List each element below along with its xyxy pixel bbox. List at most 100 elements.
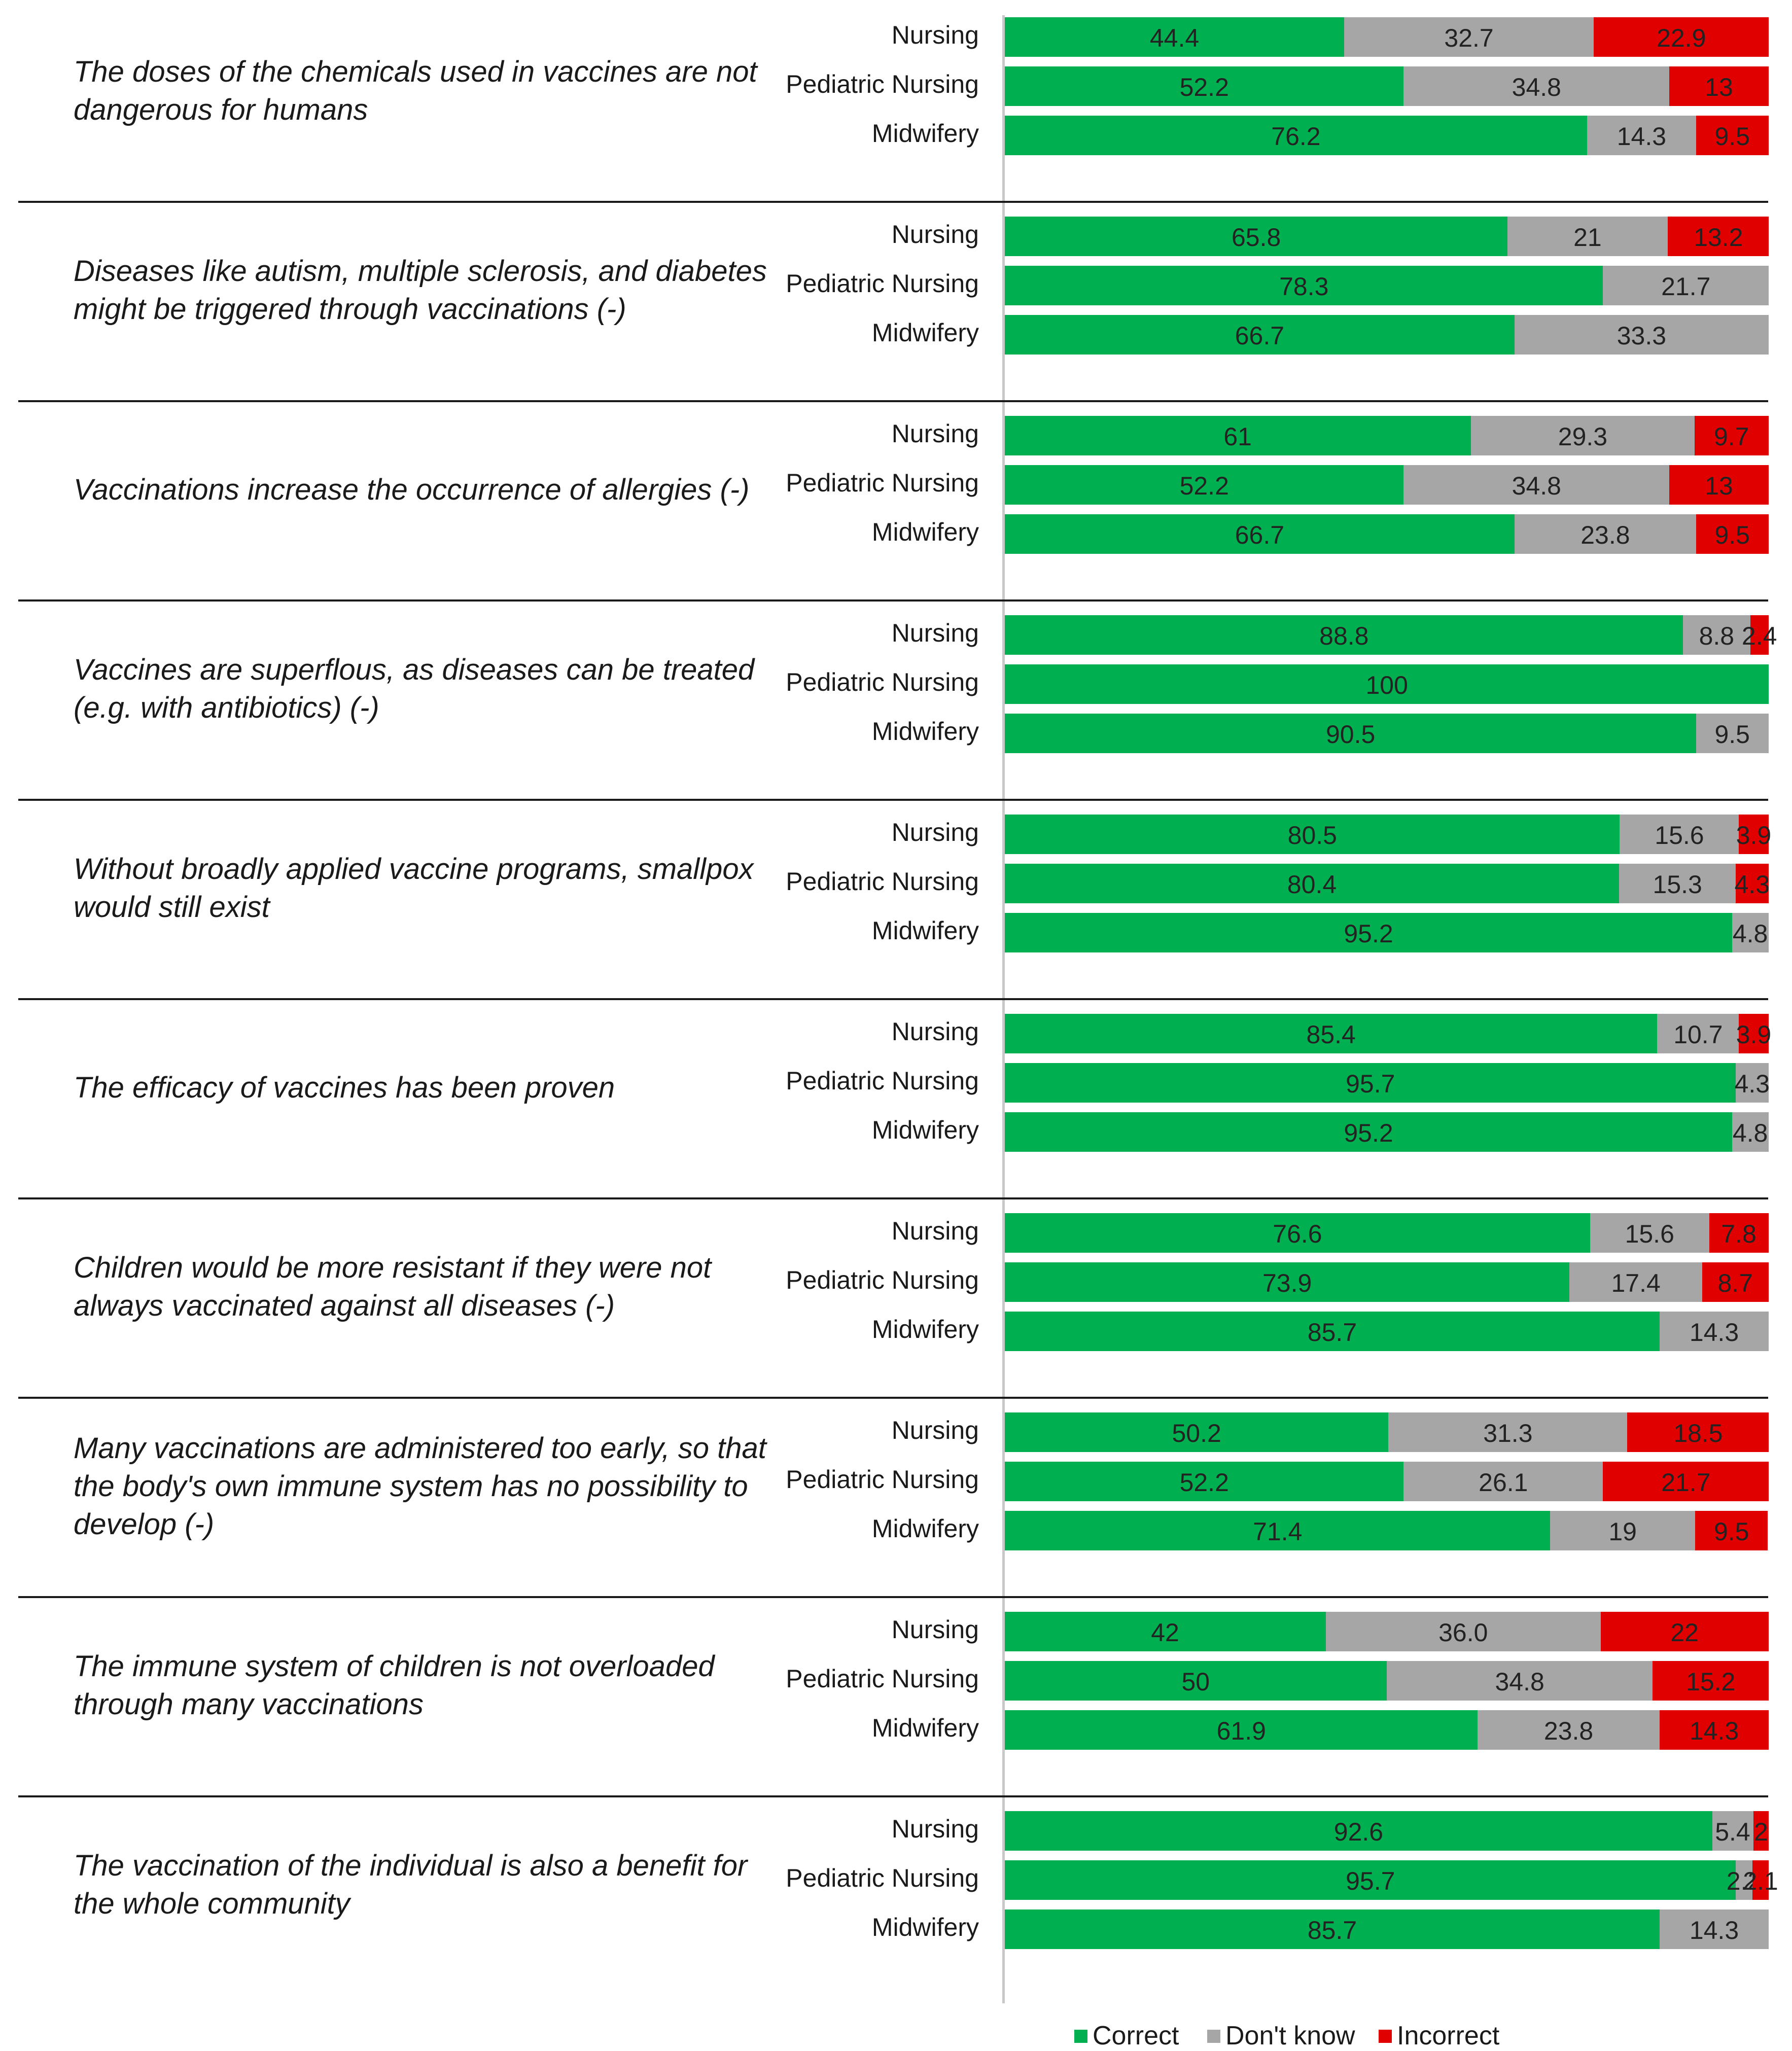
bar-segment-correct xyxy=(1005,514,1515,554)
legend-label: Don't know xyxy=(1225,2021,1355,2050)
bar-segment-correct xyxy=(1005,815,1620,854)
group-label: Nursing xyxy=(891,21,979,49)
bar-segment-don-t-know xyxy=(1712,1811,1753,1851)
bar-segment-don-t-know xyxy=(1325,1612,1601,1651)
data-label: 3.9 xyxy=(1736,821,1772,850)
data-label: 4.3 xyxy=(1734,870,1770,899)
bar-segment-incorrect xyxy=(1669,465,1769,505)
statement-text: Children would be more resistant if they… xyxy=(74,1251,712,1322)
bar-segment-correct xyxy=(1005,1860,1736,1900)
bar-segment-incorrect xyxy=(1739,1014,1769,1053)
group-label: Pediatric Nursing xyxy=(786,1067,979,1095)
data-label: 52.2 xyxy=(1179,73,1229,101)
group-label: Midwifery xyxy=(871,518,979,546)
bar-segment-correct xyxy=(1005,1063,1736,1103)
group-label: Nursing xyxy=(891,1217,979,1245)
data-label: 34.8 xyxy=(1512,73,1561,101)
data-label: 78.3 xyxy=(1279,272,1329,301)
group-label: Nursing xyxy=(891,419,979,448)
bar-segment-correct xyxy=(1005,1710,1478,1750)
data-label: 65.8 xyxy=(1231,223,1281,252)
group-label: Midwifery xyxy=(871,1714,979,1742)
data-label: 2.1 xyxy=(1743,1867,1778,1895)
group-label: Midwifery xyxy=(871,1913,979,1941)
bar-segment-don-t-know xyxy=(1736,1860,1753,1900)
group-label: Midwifery xyxy=(871,1514,979,1543)
data-label: 85.7 xyxy=(1307,1916,1357,1944)
data-label: 80.5 xyxy=(1287,821,1337,850)
bar-segment-correct xyxy=(1005,864,1619,903)
bar-segment-don-t-know xyxy=(1403,1462,1603,1501)
data-label: 92.6 xyxy=(1333,1818,1384,1846)
data-label: 22.9 xyxy=(1657,24,1706,52)
bar-segment-don-t-know xyxy=(1507,217,1668,256)
data-label: 15.6 xyxy=(1655,821,1704,850)
data-label: 61 xyxy=(1223,422,1252,451)
data-label: 32.7 xyxy=(1444,24,1494,52)
bar-segment-incorrect xyxy=(1709,1213,1769,1253)
data-label: 13 xyxy=(1705,472,1733,500)
legend-swatch xyxy=(1074,2030,1087,2043)
data-label: 8.7 xyxy=(1717,1269,1753,1297)
group-label: Nursing xyxy=(891,818,979,846)
bar-segment-correct xyxy=(1005,615,1683,655)
data-label: 73.9 xyxy=(1262,1269,1312,1297)
bar-segment-don-t-know xyxy=(1620,815,1739,854)
bar-segment-incorrect xyxy=(1669,66,1769,106)
statement-text: Many vaccinations are administered too e… xyxy=(74,1431,766,1541)
bar-segment-correct xyxy=(1005,1262,1569,1302)
data-label: 17.4 xyxy=(1611,1269,1661,1297)
data-label: 85.7 xyxy=(1307,1318,1357,1347)
data-label: 29.3 xyxy=(1558,422,1608,451)
data-label: 15.2 xyxy=(1686,1668,1736,1696)
data-label: 21 xyxy=(1573,223,1602,252)
bar-segment-don-t-know xyxy=(1514,315,1769,355)
data-label: 14.3 xyxy=(1689,1318,1739,1347)
item-separator xyxy=(18,1197,1768,1199)
bar-segment-don-t-know xyxy=(1657,1014,1739,1053)
data-label: 85.4 xyxy=(1306,1020,1356,1049)
bar-segment-correct xyxy=(1005,714,1696,753)
group-label: Nursing xyxy=(891,220,979,249)
statement-text: The efficacy of vaccines has been proven xyxy=(74,1071,615,1104)
bar-segment-incorrect xyxy=(1739,815,1769,854)
bar-segment-correct xyxy=(1005,416,1471,455)
bar-segment-correct xyxy=(1005,1909,1660,1949)
statement-text: Without broadly applied vaccine programs… xyxy=(74,853,754,924)
bar-segment-correct xyxy=(1005,1811,1712,1851)
group-label: Pediatric Nursing xyxy=(786,1465,979,1494)
group-label: Pediatric Nursing xyxy=(786,469,979,497)
bar-segment-don-t-know xyxy=(1344,17,1594,57)
data-label: 76.2 xyxy=(1271,122,1321,151)
bar-segment-incorrect xyxy=(1653,1661,1769,1701)
bar-segment-incorrect xyxy=(1752,1860,1769,1900)
bar-segment-correct xyxy=(1005,1612,1326,1651)
data-label: 14.3 xyxy=(1689,1717,1739,1745)
data-label: 18.5 xyxy=(1673,1419,1723,1447)
bar-segment-don-t-know xyxy=(1403,66,1670,106)
data-label: 61.9 xyxy=(1216,1717,1266,1745)
bar-segment-incorrect xyxy=(1750,615,1769,655)
data-label: 3.9 xyxy=(1736,1020,1772,1049)
item-separator xyxy=(18,1795,1768,1797)
data-label: 76.6 xyxy=(1273,1220,1322,1248)
item-separator xyxy=(18,599,1768,602)
data-label: 7.8 xyxy=(1721,1220,1756,1248)
bar-segment-correct xyxy=(1005,66,1404,106)
bar-segment-don-t-know xyxy=(1470,416,1695,455)
data-label: 42 xyxy=(1151,1618,1179,1647)
statement-text: Vaccines are superflous, as diseases can… xyxy=(74,653,755,724)
group-label: Pediatric Nursing xyxy=(786,70,979,98)
bar-segment-incorrect xyxy=(1600,1612,1769,1651)
group-label: Pediatric Nursing xyxy=(786,867,979,896)
group-label: Midwifery xyxy=(871,916,979,945)
item-separator xyxy=(18,799,1768,801)
data-label: 100 xyxy=(1365,671,1408,699)
data-label: 34.8 xyxy=(1495,1668,1544,1696)
data-label: 14.3 xyxy=(1689,1916,1739,1944)
bar-segment-incorrect xyxy=(1668,217,1769,256)
group-label: Midwifery xyxy=(871,119,979,148)
group-label: Pediatric Nursing xyxy=(786,269,979,298)
data-label: 9.7 xyxy=(1713,422,1749,451)
data-label: 21.7 xyxy=(1661,272,1711,301)
